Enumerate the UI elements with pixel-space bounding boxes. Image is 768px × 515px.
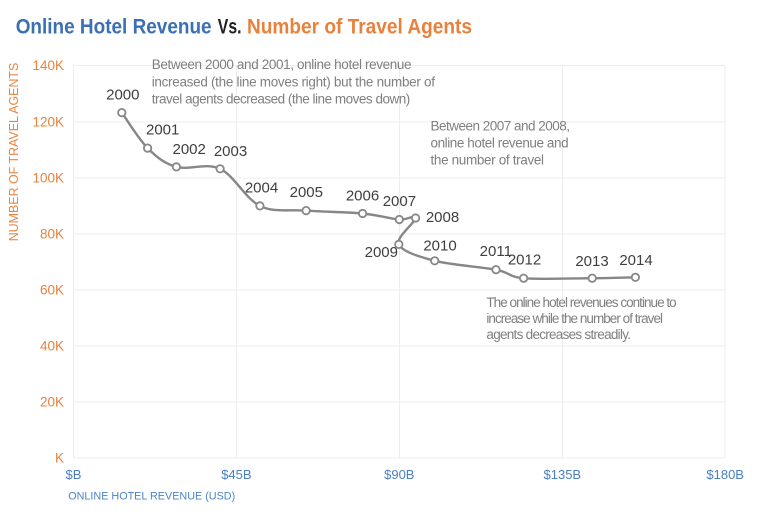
svg-text:NUMBER OF TRAVEL AGENTS: NUMBER OF TRAVEL AGENTS [7, 63, 21, 242]
svg-text:120K: 120K [32, 114, 64, 129]
svg-text:2005: 2005 [290, 184, 323, 201]
svg-text:2013: 2013 [575, 253, 608, 270]
svg-text:The online hotel revenues cont: The online hotel revenues continue to [486, 295, 676, 310]
svg-text:online hotel revenue and: online hotel revenue and [431, 135, 569, 150]
svg-text:140K: 140K [32, 58, 64, 73]
svg-text:K: K [55, 451, 64, 466]
svg-text:80K: 80K [40, 226, 64, 241]
svg-text:2006: 2006 [346, 188, 379, 205]
svg-text:the number of travel: the number of travel [431, 152, 545, 167]
svg-text:$45B: $45B [221, 467, 251, 482]
svg-text:2001: 2001 [146, 121, 179, 138]
svg-text:Between 2007 and 2008,: Between 2007 and 2008, [431, 118, 571, 133]
svg-text:ONLINE HOTEL REVENUE (USD): ONLINE HOTEL REVENUE (USD) [68, 491, 235, 503]
svg-text:increase while the number of t: increase while the number of travel [486, 311, 663, 326]
svg-text:2007: 2007 [383, 193, 416, 210]
svg-text:2014: 2014 [619, 252, 652, 269]
svg-text:2004: 2004 [245, 179, 278, 196]
svg-text:increased (the line moves righ: increased (the line moves right) but the… [152, 74, 436, 89]
svg-text:$90B: $90B [384, 467, 414, 482]
svg-text:Number of Travel Agents: Number of Travel Agents [247, 14, 472, 38]
svg-text:2002: 2002 [173, 141, 206, 158]
svg-text:2010: 2010 [423, 238, 456, 255]
svg-text:Vs.: Vs. [218, 14, 242, 38]
svg-text:$135B: $135B [544, 467, 582, 482]
svg-text:$B: $B [66, 467, 82, 482]
svg-text:60K: 60K [40, 283, 64, 298]
svg-text:2009: 2009 [365, 244, 398, 261]
svg-text:40K: 40K [40, 339, 64, 354]
svg-text:2000: 2000 [106, 86, 139, 103]
svg-text:2008: 2008 [426, 209, 459, 226]
svg-text:20K: 20K [40, 395, 64, 410]
svg-text:100K: 100K [32, 170, 64, 185]
svg-text:2003: 2003 [214, 143, 247, 160]
svg-text:2012: 2012 [508, 251, 541, 268]
svg-text:travel agents decreased (the l: travel agents decreased (the line moves … [152, 92, 411, 107]
svg-text:$180B: $180B [706, 467, 744, 482]
svg-text:agents decreases streadily.: agents decreases streadily. [486, 327, 631, 342]
svg-text:2011: 2011 [480, 243, 512, 260]
svg-text:Between 2000 and 2001, online: Between 2000 and 2001, online hotel reve… [152, 57, 412, 72]
svg-text:Online Hotel Revenue: Online Hotel Revenue [16, 14, 212, 38]
